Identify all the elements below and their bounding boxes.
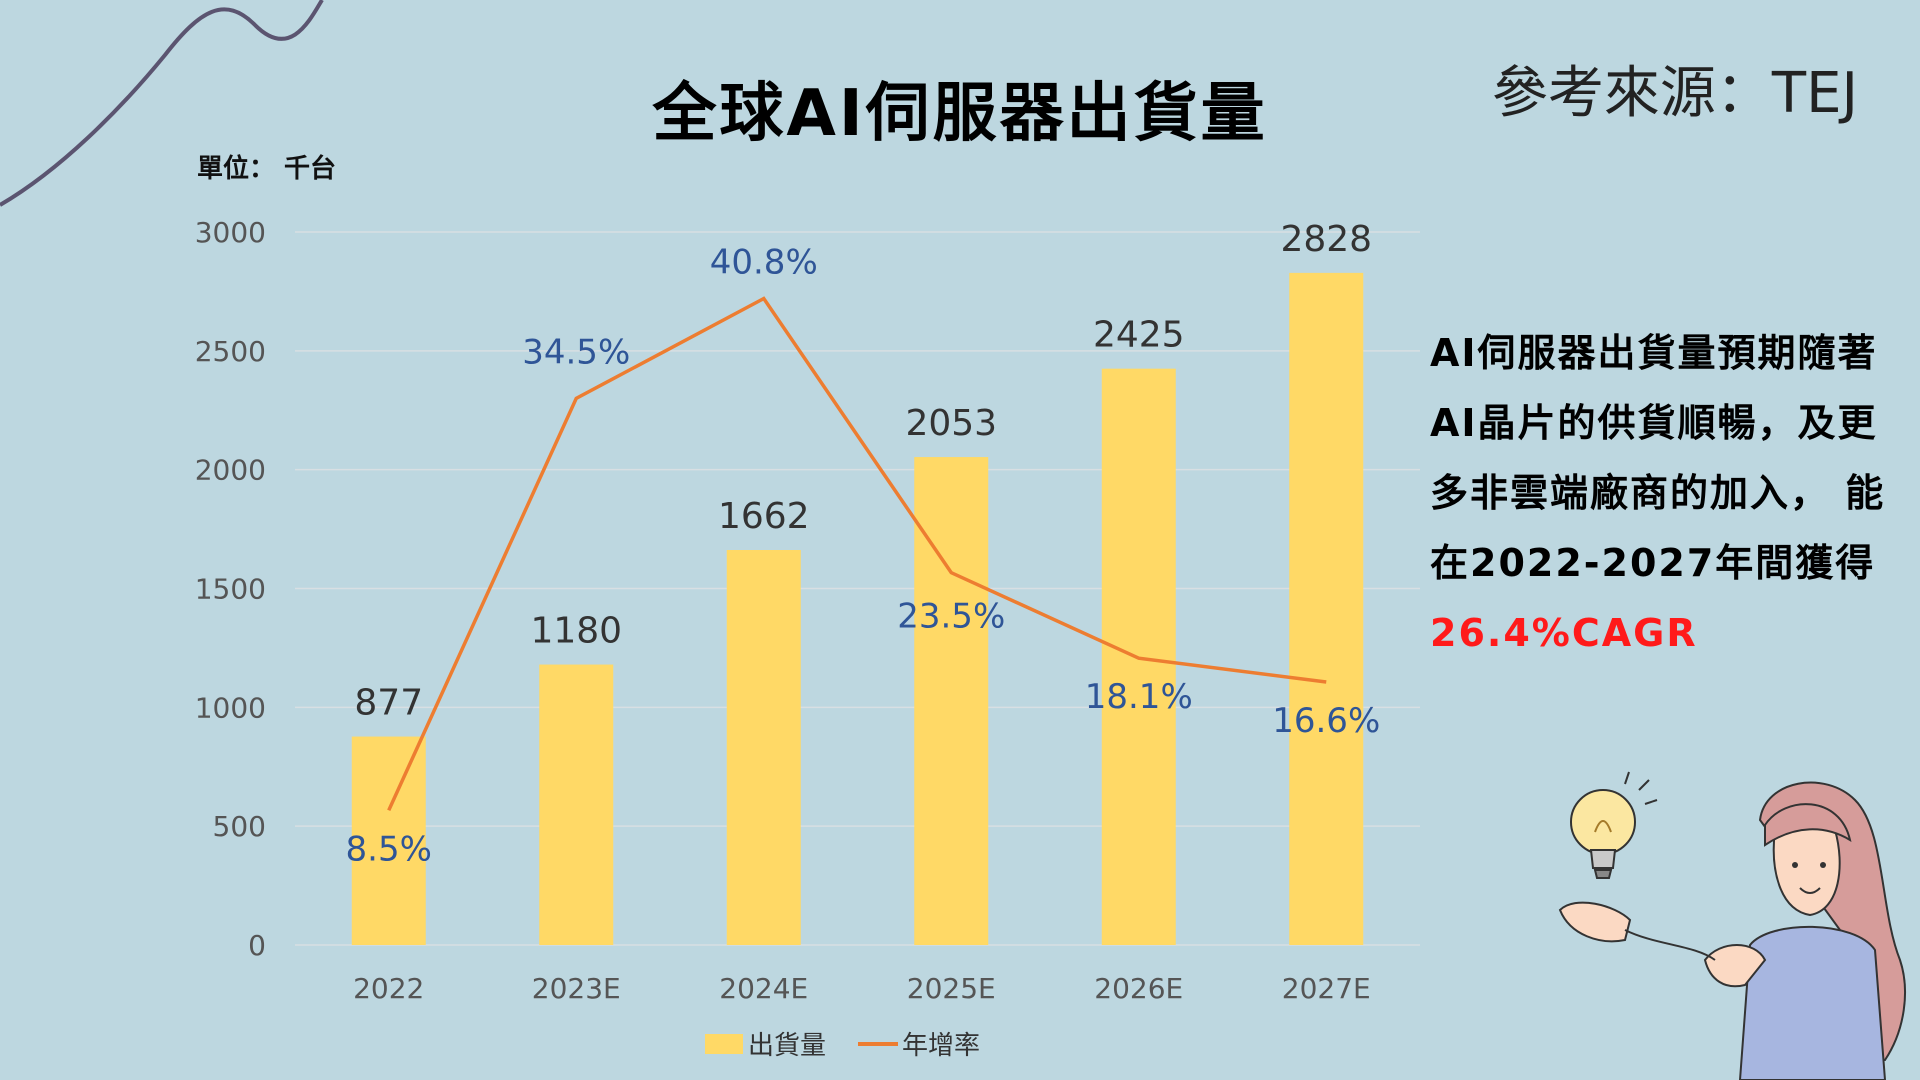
woman-figure <box>1558 781 1906 1080</box>
x-axis-ticks: 2022 2023E 2024E 2025E 2026E 2027E <box>353 972 1371 1005</box>
legend-label-shipments: 出貨量 <box>748 1031 826 1061</box>
note-text: AI伺服器出貨量預期隨著AI晶片的供貨順暢，及更多非雲端廠商的加入， 能在202… <box>1430 331 1886 585</box>
chart-title: 全球AI伺服器出貨量 <box>652 77 1268 151</box>
bars <box>351 272 1364 945</box>
x-tick-label: 2027E <box>1282 972 1371 1005</box>
source-label: 參考來源：TEJ <box>1491 61 1858 126</box>
x-tick-label: 2024E <box>719 972 808 1005</box>
rate-label: 23.5% <box>897 597 1005 637</box>
bar <box>914 457 989 945</box>
x-tick-label: 2023E <box>532 972 621 1005</box>
bar-value-label: 877 <box>354 683 423 724</box>
y-tick-label: 1000 <box>195 691 266 724</box>
growth-line-path <box>387 296 1327 812</box>
rate-label: 8.5% <box>346 829 432 869</box>
bar <box>539 664 614 945</box>
rate-label: 34.5% <box>522 332 630 372</box>
unit-label: 單位： 千台 <box>197 154 337 184</box>
bar-value-label: 2053 <box>905 403 997 444</box>
rate-label: 16.6% <box>1272 701 1380 741</box>
cagr-highlight: 26.4%CAGR <box>1430 611 1698 655</box>
chart: 0 500 1000 1500 2000 2500 3000 877 1180 1662 2053… <box>195 216 1420 1061</box>
bar <box>351 736 426 945</box>
x-tick-label: 2025E <box>907 972 996 1005</box>
bar-value-label: 1662 <box>718 496 810 537</box>
growth-line <box>387 296 1327 812</box>
gridlines <box>295 231 1420 946</box>
y-tick-label: 0 <box>248 929 266 962</box>
bar-value-label: 1180 <box>530 611 622 652</box>
lightbulb-icon <box>1570 771 1658 879</box>
bar-value-label: 2828 <box>1280 219 1372 260</box>
decorative-curve <box>0 0 324 207</box>
bar <box>726 549 801 945</box>
legend-swatch-shipments <box>705 1034 743 1054</box>
rate-label: 18.1% <box>1085 677 1193 717</box>
y-axis-ticks: 0 500 1000 1500 2000 2500 3000 <box>195 216 266 962</box>
y-tick-label: 2500 <box>195 335 266 368</box>
y-tick-label: 500 <box>213 810 266 843</box>
x-tick-label: 2026E <box>1094 972 1183 1005</box>
bar-value-label: 2425 <box>1093 315 1185 356</box>
rate-labels: 8.5% 34.5% 40.8% 23.5% 18.1% 16.6% <box>346 243 1381 870</box>
bar-labels: 877 1180 1662 2053 2425 2828 <box>354 219 1372 724</box>
woman-lightbulb-illustration <box>1558 771 1906 1080</box>
y-tick-label: 3000 <box>195 216 266 249</box>
legend-label-growth: 年增率 <box>902 1031 980 1061</box>
legend: 出貨量 年增率 <box>705 1031 980 1061</box>
y-tick-label: 1500 <box>195 573 266 606</box>
bar <box>1289 272 1364 945</box>
x-tick-label: 2022 <box>353 972 424 1005</box>
rate-label: 40.8% <box>710 243 818 283</box>
y-tick-label: 2000 <box>195 454 266 487</box>
summary-note: AI伺服器出貨量預期隨著AI晶片的供貨順暢，及更多非雲端廠商的加入， 能在202… <box>1430 318 1900 668</box>
